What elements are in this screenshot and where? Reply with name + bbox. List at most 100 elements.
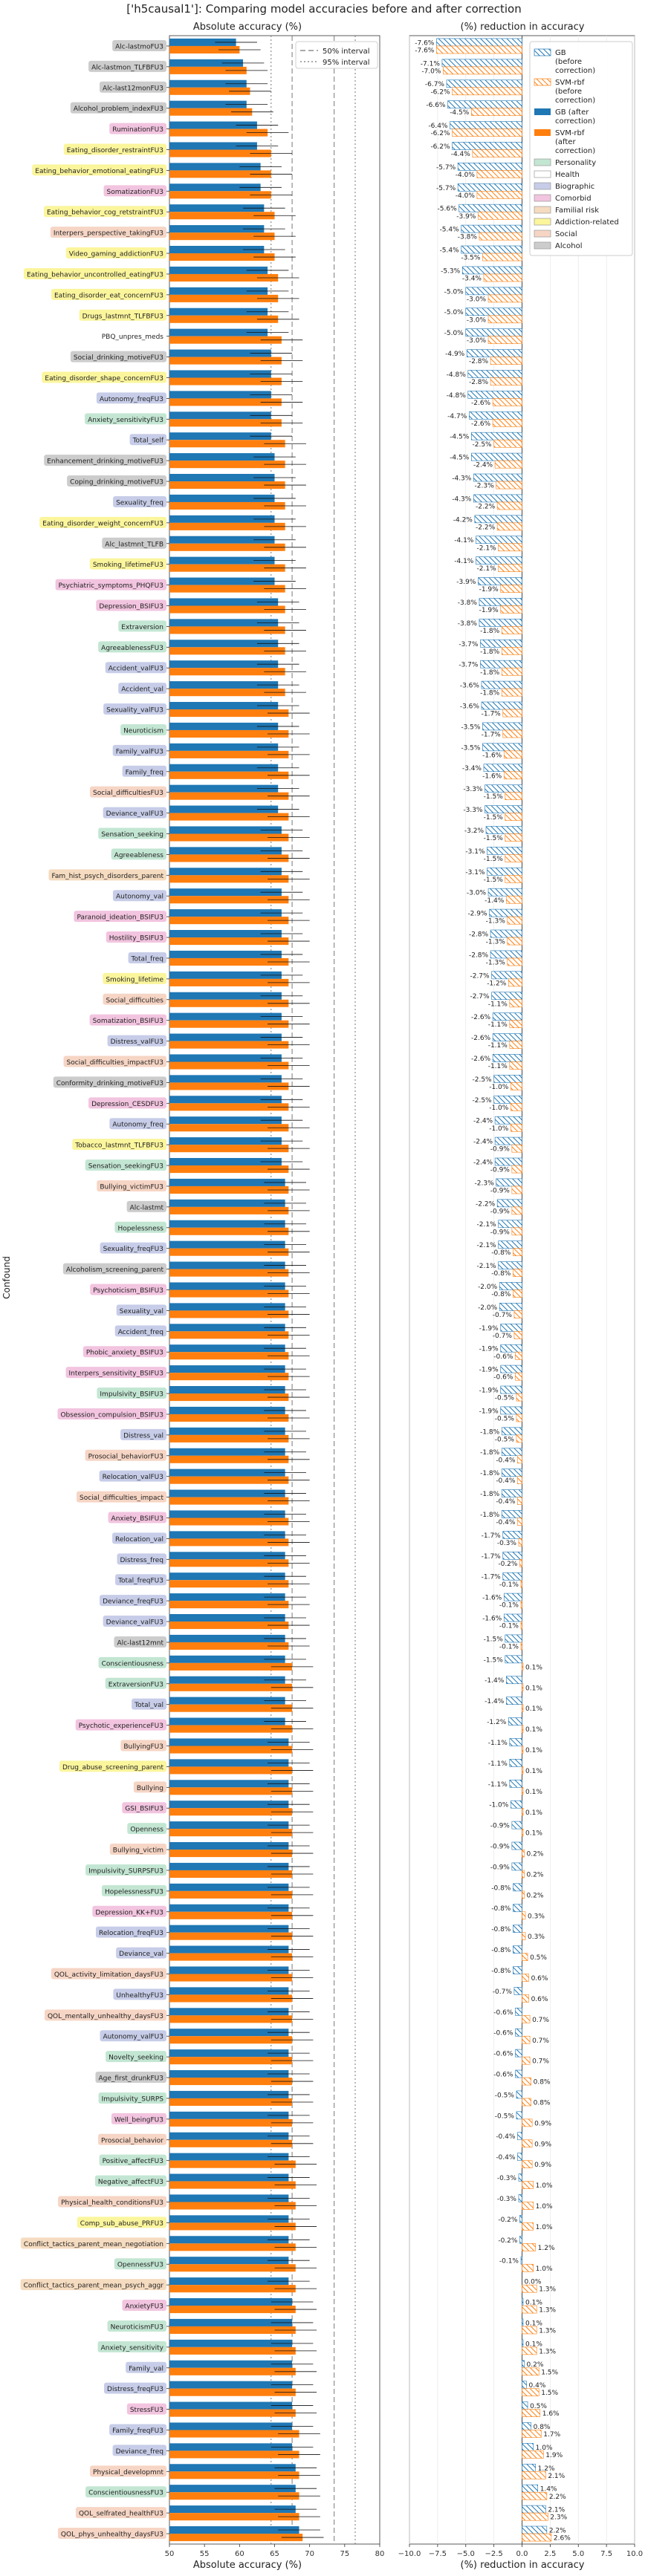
svm-accuracy-bar: [169, 813, 289, 821]
svm-accuracy-bar: [169, 1352, 289, 1360]
svm-reduction-label: -0.7%: [493, 1333, 513, 1340]
gb-reduction-bar: [498, 1261, 522, 1269]
confound-label: Prosocial_behaviorFU3: [88, 1453, 163, 1460]
right-legend-label: Comorbid: [555, 195, 592, 203]
confound-category-box: [95, 2072, 166, 2084]
svm-reduction-bar: [522, 1746, 524, 1754]
confound-label: Alc-lastmoFU3: [115, 43, 163, 51]
gb-accuracy-bar: [169, 1841, 289, 1850]
gb-accuracy-bar: [169, 1697, 285, 1705]
gb-accuracy-bar: [169, 2008, 289, 2016]
confound-category-box: [97, 1388, 166, 1399]
gb-reduction-label: -0.8%: [491, 1947, 511, 1954]
gb-accuracy-bar: [169, 2215, 289, 2223]
svm-reduction-bar: [478, 211, 522, 220]
confound-category-box: [53, 1076, 166, 1088]
gb-accuracy-bar: [169, 2381, 293, 2389]
gb-reduction-bar: [452, 142, 522, 150]
gb-reduction-label: -0.3%: [497, 2175, 517, 2182]
confound-label: Sensation_seekingFU3: [88, 1163, 163, 1171]
svm-reduction-bar: [516, 1393, 522, 1402]
svm-reduction-bar: [505, 895, 522, 904]
svm-reduction-bar: [509, 1041, 522, 1049]
gb-reduction-bar: [515, 2049, 522, 2058]
confound-category-box: [117, 1553, 166, 1565]
confound-category-box: [122, 1802, 166, 1814]
svm-accuracy-bar: [169, 750, 289, 758]
right-legend-swatch: [534, 241, 551, 250]
confound-category-box: [75, 2507, 166, 2519]
confound-label: Conformity_drinking_motiveFU3: [56, 1080, 163, 1087]
svm-reduction-label: -3.4%: [462, 275, 482, 282]
confound-category-box: [112, 890, 166, 902]
gb-reduction-bar: [461, 266, 522, 275]
gb-reduction-bar: [487, 888, 522, 897]
gb-accuracy-bar: [169, 1178, 285, 1186]
gb-reduction-label: -2.6%: [471, 1014, 491, 1021]
confound-label: Total_self: [132, 438, 164, 445]
svm-reduction-bar: [520, 1600, 522, 1609]
svm-accuracy-bar: [169, 1185, 289, 1194]
right-x-tick-label: 5.0: [572, 2550, 584, 2558]
svm-reduction-label: 0.9%: [534, 2141, 551, 2148]
svm-accuracy-bar: [169, 647, 285, 655]
confound-category-box: [90, 786, 166, 798]
confound-label: Autonomy_freqFU3: [100, 396, 163, 403]
confound-category-box: [118, 620, 166, 632]
svm-reduction-label: 0.1%: [525, 1705, 542, 1713]
svm-reduction-label: -3.0%: [467, 316, 487, 324]
confound-label: Sexuality_freq: [116, 499, 163, 507]
confound-label: Social_difficulties_impactFU3: [67, 1059, 163, 1067]
gb-reduction-label: -1.2%: [487, 1719, 507, 1726]
confound-category-box: [127, 1823, 166, 1835]
gb-accuracy-bar: [169, 1261, 285, 1269]
svm-accuracy-bar: [169, 419, 282, 427]
gb-reduction-label: -1.7%: [482, 1532, 502, 1540]
confound-label: Anxiety_sensitivity: [101, 2344, 164, 2352]
right-x-tick-label: 7.5: [600, 2550, 612, 2558]
svm-reduction-bar: [501, 647, 522, 655]
confound-category-box: [113, 495, 166, 507]
gb-reduction-label: -1.5%: [484, 1636, 504, 1643]
right-legend: GB(beforecorrection)SVM-rbf(beforecorrec…: [529, 41, 633, 256]
svm-reduction-label: 0.1%: [525, 1830, 542, 1838]
svm-reduction-bar: [513, 1331, 522, 1339]
gb-reduction-bar: [501, 1468, 522, 1477]
confound-label: Alc-lastmon_TLFBFU3: [91, 64, 163, 71]
svm-accuracy-bar: [169, 1518, 289, 1526]
confound-label: Alc_lastmnt_TLFB: [105, 541, 163, 548]
svm-reduction-label: -0.1%: [499, 1643, 519, 1650]
gb-reduction-bar: [515, 2007, 522, 2016]
svm-reduction-bar: [518, 1538, 522, 1546]
gb-reduction-bar: [485, 784, 522, 793]
left-x-tick-label: 70: [305, 2550, 314, 2558]
right-legend-label: correction): [555, 97, 595, 105]
svm-accuracy-bar: [169, 1601, 289, 1609]
gb-accuracy-bar: [169, 1987, 289, 1995]
confound-category-box: [65, 247, 166, 259]
confound-category-box: [63, 143, 166, 155]
gb-reduction-bar: [461, 224, 522, 233]
gb-reduction-label: -0.3%: [497, 2196, 517, 2203]
svm-reduction-bar: [522, 1704, 524, 1713]
svm-reduction-label: -0.5%: [495, 1395, 515, 1402]
gb-reduction-label: 0.5%: [530, 2403, 547, 2410]
gb-accuracy-bar: [169, 1344, 285, 1353]
gb-reduction-label: -0.2%: [498, 2216, 518, 2224]
confound-label: Eating_behavior_uncontrolled_eatingFU3: [27, 271, 163, 279]
svm-reduction-label: 0.9%: [534, 2162, 551, 2169]
gb-reduction-label: -3.3%: [463, 807, 483, 814]
confound-label: Sensation_seeking: [101, 831, 163, 839]
svm-reduction-label: -1.2%: [487, 980, 507, 987]
confound-label: Alc-last12mnt: [117, 1639, 163, 1647]
confound-label: Deviance_val: [119, 1951, 163, 1958]
confound-category-box: [111, 848, 166, 860]
gb-reduction-label: -1.1%: [488, 1760, 508, 1768]
svm-reduction-label: -0.4%: [496, 1519, 516, 1526]
confound-label: Accident_freq: [118, 1329, 163, 1336]
gb-reduction-label: -3.2%: [464, 827, 485, 835]
gb-accuracy-bar: [169, 1883, 289, 1891]
gb-accuracy-bar: [169, 1655, 285, 1663]
gb-reduction-label: 0.1%: [525, 2300, 542, 2307]
